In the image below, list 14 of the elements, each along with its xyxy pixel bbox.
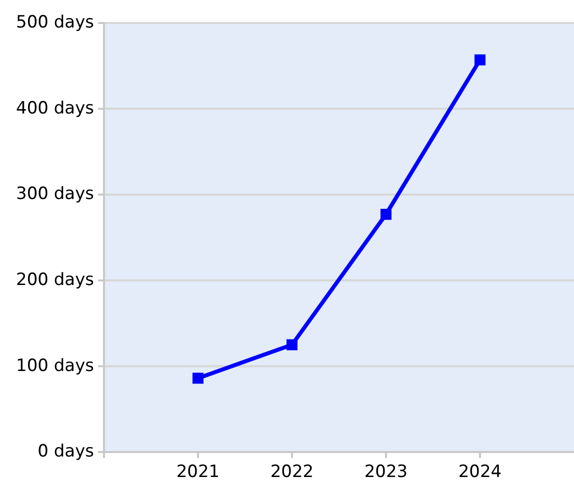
y-tick-label: 400 days	[16, 98, 94, 118]
x-tick-label: 2021	[176, 462, 220, 480]
y-tick-label: 100 days	[16, 356, 94, 376]
point	[286, 339, 298, 350]
y-tick-label: 0 days	[38, 442, 94, 462]
y-tick-label: 500 days	[16, 12, 94, 33]
x-tick-label: 2024	[458, 462, 502, 480]
x-tick-label: 2023	[364, 462, 408, 480]
point	[192, 372, 204, 384]
y-tick-label: 200 days	[16, 270, 94, 290]
x-tick-label: 2022	[270, 462, 314, 480]
y-tick-label: 300 days	[16, 184, 94, 204]
point	[474, 54, 486, 66]
point	[380, 208, 392, 220]
